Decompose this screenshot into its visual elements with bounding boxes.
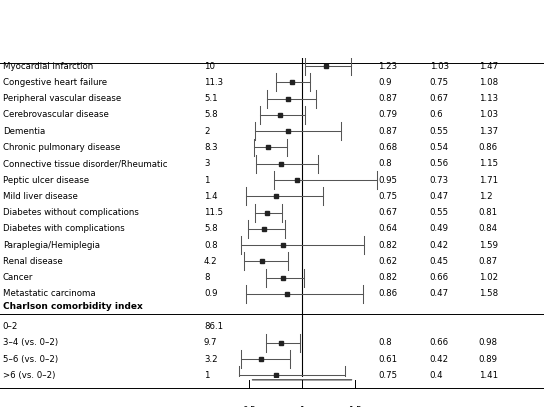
Text: 0.8: 0.8 [378,338,392,347]
Text: 0.42: 0.42 [430,354,449,363]
Text: 10: 10 [204,61,215,70]
Text: 0.55: 0.55 [430,208,449,217]
Text: 0.56: 0.56 [430,159,449,168]
Text: Metastatic carcinoma: Metastatic carcinoma [3,289,95,298]
Text: 0.45: 0.45 [430,257,449,266]
Text: 5.8: 5.8 [204,224,218,233]
Text: 0.5: 0.5 [243,406,256,407]
Text: 0.87: 0.87 [479,257,498,266]
Text: 1.08: 1.08 [479,78,498,87]
Text: 0–2: 0–2 [3,322,18,331]
Text: 0.67: 0.67 [430,94,449,103]
Text: 0.87: 0.87 [378,94,397,103]
Text: 0.82: 0.82 [378,273,397,282]
Text: 0.98: 0.98 [479,338,498,347]
Text: 0.4: 0.4 [430,371,443,380]
Text: 0.75: 0.75 [378,192,397,201]
Text: 1: 1 [299,406,305,407]
Text: Chronic pulmonary disease: Chronic pulmonary disease [3,143,120,152]
Text: 11.5: 11.5 [204,208,223,217]
Text: 8: 8 [204,273,209,282]
Text: 1.23: 1.23 [378,61,397,70]
Text: 0.47: 0.47 [430,192,449,201]
Text: 0.61: 0.61 [378,354,397,363]
Text: 8.3: 8.3 [204,143,218,152]
Text: 0.42: 0.42 [430,241,449,249]
Text: Mild liver disease: Mild liver disease [3,192,78,201]
Text: >6 (vs. 0–2): >6 (vs. 0–2) [3,371,55,380]
Text: 0.68: 0.68 [378,143,397,152]
Text: 0.67: 0.67 [378,208,397,217]
Text: 0.9: 0.9 [378,78,392,87]
Text: 1.5: 1.5 [348,406,361,407]
Text: 1.4: 1.4 [204,192,218,201]
Text: 3: 3 [204,159,209,168]
Text: Renal disease: Renal disease [3,257,63,266]
Text: 5.8: 5.8 [204,110,218,119]
Text: Cancer: Cancer [3,273,33,282]
Text: 4.2: 4.2 [204,257,218,266]
Text: 0.64: 0.64 [378,224,397,233]
Text: Peripheral vascular disease: Peripheral vascular disease [3,94,121,103]
Text: 3.2: 3.2 [204,354,218,363]
Text: 2: 2 [204,127,209,136]
Text: 0.47: 0.47 [430,289,449,298]
Text: 11.3: 11.3 [204,78,223,87]
Text: 1.02: 1.02 [479,273,498,282]
Text: 1.13: 1.13 [479,94,498,103]
Text: 0.95: 0.95 [378,175,397,184]
Text: 1.59: 1.59 [479,241,498,249]
Text: 1: 1 [204,371,209,380]
Text: 1.03: 1.03 [479,110,498,119]
Text: 0.73: 0.73 [430,175,449,184]
Text: Myocardial infarction: Myocardial infarction [3,61,93,70]
Text: 0.86: 0.86 [378,289,397,298]
Text: 5.1: 5.1 [204,94,218,103]
Text: 0.66: 0.66 [430,273,449,282]
Text: 1.03: 1.03 [430,61,449,70]
Text: 1.47: 1.47 [479,61,498,70]
Text: Diabetes with complications: Diabetes with complications [3,224,125,233]
Text: Congestive heart failure: Congestive heart failure [3,78,107,87]
Text: 1.37: 1.37 [479,127,498,136]
Text: Dementia: Dementia [3,127,45,136]
Text: Paraplegia/Hemiplegia: Paraplegia/Hemiplegia [3,241,100,249]
Text: 1.58: 1.58 [479,289,498,298]
Text: 0.75: 0.75 [378,371,397,380]
Text: 1.41: 1.41 [479,371,498,380]
Text: 0.49: 0.49 [430,224,449,233]
Text: 86.1: 86.1 [204,322,223,331]
Text: Peptic ulcer disease: Peptic ulcer disease [3,175,89,184]
Text: 0.8: 0.8 [378,159,392,168]
Text: Connective tissue disorder/Rheumatic: Connective tissue disorder/Rheumatic [3,159,167,168]
Text: Cerebrovascular disease: Cerebrovascular disease [3,110,109,119]
Text: 0.79: 0.79 [378,110,397,119]
Text: 0.54: 0.54 [430,143,449,152]
Text: 0.55: 0.55 [430,127,449,136]
Text: 1.2: 1.2 [479,192,492,201]
Text: 0.81: 0.81 [479,208,498,217]
Text: 1: 1 [204,175,209,184]
Text: 0.62: 0.62 [378,257,397,266]
Text: Charlson comorbidity index: Charlson comorbidity index [3,302,143,311]
Text: 0.9: 0.9 [204,289,218,298]
Text: 9.7: 9.7 [204,338,218,347]
Text: 0.89: 0.89 [479,354,498,363]
Text: 0.82: 0.82 [378,241,397,249]
Text: 3–4 (vs. 0–2): 3–4 (vs. 0–2) [3,338,58,347]
Text: 0.84: 0.84 [479,224,498,233]
Text: 1.15: 1.15 [479,159,498,168]
Text: 0.66: 0.66 [430,338,449,347]
Text: 5–6 (vs. 0–2): 5–6 (vs. 0–2) [3,354,58,363]
Text: 0.87: 0.87 [378,127,397,136]
Text: 0.6: 0.6 [430,110,443,119]
Text: 0.8: 0.8 [204,241,218,249]
Text: Diabetes without complications: Diabetes without complications [3,208,139,217]
Text: 1.71: 1.71 [479,175,498,184]
Text: 0.75: 0.75 [430,78,449,87]
Text: 0.86: 0.86 [479,143,498,152]
